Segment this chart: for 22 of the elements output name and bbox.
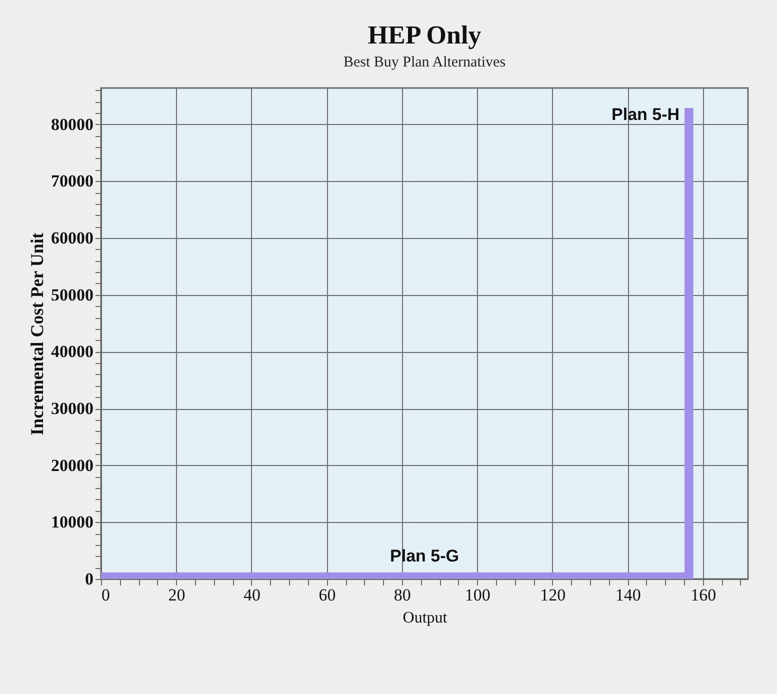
y-tick-label: 10000 xyxy=(51,512,94,532)
y-axis-title: Incremental Cost Per Unit xyxy=(27,232,47,436)
y-tick-label: 80000 xyxy=(51,114,94,134)
y-tick-label: 60000 xyxy=(51,228,94,248)
x-tick-label: 100 xyxy=(464,586,490,604)
x-tick-label: 160 xyxy=(690,586,716,604)
x-tick-label: 60 xyxy=(318,586,336,604)
x-tick-label: 80 xyxy=(394,586,411,604)
x-tick-label: 140 xyxy=(615,586,641,604)
y-tick-label: 20000 xyxy=(51,456,94,475)
chart-subtitle: Best Buy Plan Alternatives xyxy=(343,54,506,70)
x-tick-label: 0 xyxy=(102,586,110,604)
x-tick-label: 120 xyxy=(540,586,566,604)
y-tick-label: 0 xyxy=(85,570,94,588)
x-axis-title: Output xyxy=(402,610,448,626)
y-tick-label: 40000 xyxy=(51,342,94,362)
chart-title: HEP Only xyxy=(368,20,482,50)
x-tick-label: 20 xyxy=(168,586,186,604)
x-tick-label: 40 xyxy=(243,586,260,604)
y-tick-label: 50000 xyxy=(51,285,94,304)
y-tick-label: 30000 xyxy=(51,399,94,418)
y-tick-label: 70000 xyxy=(51,172,94,191)
